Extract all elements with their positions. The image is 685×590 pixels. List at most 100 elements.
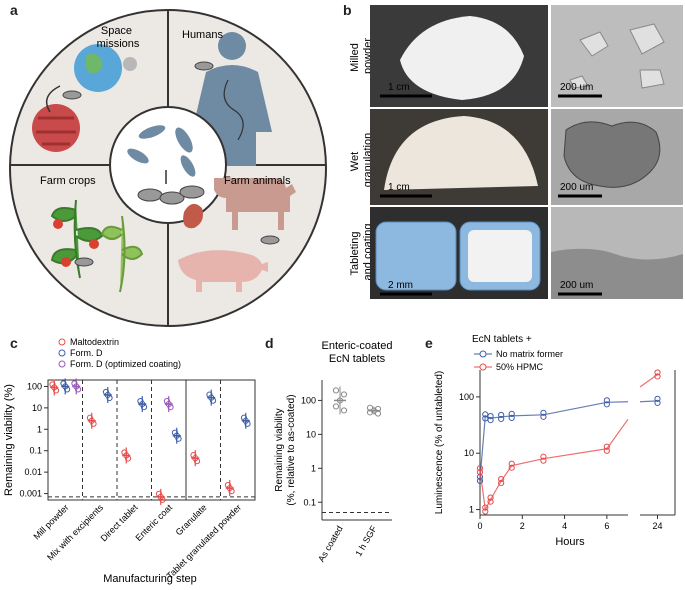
y-tick-label: 100: [459, 392, 474, 402]
bacterium-icon: [180, 155, 196, 177]
data-point: [498, 411, 505, 419]
legend-marker: [479, 350, 487, 358]
data-point: [49, 381, 56, 388]
quadrant-label-animals: Farm animals: [224, 175, 291, 187]
y-tick-label: 0.01: [24, 467, 42, 477]
data-point: [123, 452, 130, 459]
data-point: [498, 475, 505, 483]
data-point: [603, 447, 610, 454]
tablet-icon-humans: [194, 61, 214, 71]
x-axis-label: Hours: [555, 536, 585, 548]
data-point: [192, 455, 199, 462]
data-point: [654, 373, 661, 380]
data-point: [140, 403, 148, 411]
data-point: [240, 414, 248, 421]
y-tick-label: 1: [37, 424, 42, 434]
panel-letter-b: b: [343, 2, 352, 18]
y-tick-label: 100: [27, 381, 42, 391]
mars-bands-icon: [36, 116, 76, 146]
data-point: [209, 397, 217, 404]
data-point: [540, 453, 547, 460]
data-point: [654, 399, 661, 406]
row-label-wet-line1: Wet: [349, 152, 361, 171]
legend-label: Form. D: [70, 348, 103, 358]
scale-label: 1 cm: [388, 182, 410, 193]
panel-letter-e: e: [425, 335, 433, 351]
x-tick-label: 2: [520, 521, 525, 531]
data-point: [366, 409, 374, 416]
series-line: [479, 448, 607, 512]
data-point: [487, 494, 494, 501]
data-point: [155, 490, 163, 497]
quadrant-label-space-line2: missions: [97, 38, 140, 50]
x-tick-label: Granulate: [174, 502, 209, 537]
data-point: [340, 391, 348, 398]
sem-tablet-cross-section: [551, 248, 683, 299]
tablet-icon-crops: [74, 257, 94, 267]
data-point: [340, 407, 348, 414]
x-tick-label: 24: [652, 521, 662, 531]
data-point: [508, 464, 515, 471]
data-point: [88, 417, 95, 424]
granules-pile: [384, 116, 538, 190]
data-point: [139, 400, 146, 408]
data-point: [62, 383, 69, 390]
data-point: [124, 455, 132, 462]
data-point: [224, 481, 232, 489]
quadrant-label-crops: Farm crops: [40, 175, 96, 187]
data-point: [482, 504, 489, 511]
data-point: [71, 380, 78, 387]
chart-title: Enteric-coated EcN tablets: [322, 340, 393, 365]
legend-title: EcN tablets +: [472, 334, 532, 345]
arrow-icon-space: [45, 85, 61, 113]
data-point: [173, 432, 180, 439]
powder-pile: [400, 16, 524, 100]
data-point: [226, 484, 233, 492]
y-axis-label: Remaining viability (%): [3, 384, 15, 496]
data-point: [476, 469, 484, 476]
y-tick-label: 100: [301, 395, 316, 405]
legend-label: Form. D (optimized coating): [70, 359, 181, 369]
y-axis-label: Luminescence (% of untableted): [434, 371, 445, 514]
row-label-tablet-line1: Tableting: [349, 232, 361, 276]
tablet-whole: [375, 221, 457, 291]
data-point: [540, 413, 547, 420]
legend-marker: [58, 349, 66, 357]
tablet-icon-animals: [260, 235, 280, 245]
y-tick-label: 1: [469, 505, 474, 515]
data-point: [208, 394, 215, 401]
bacterium-icon: [127, 148, 149, 164]
data-point: [487, 417, 494, 424]
data-point: [370, 407, 378, 414]
data-point: [63, 386, 71, 393]
data-point: [654, 369, 661, 376]
scale-label: 1 cm: [388, 82, 410, 93]
data-point: [482, 411, 489, 418]
sem-granule: [563, 121, 661, 188]
quadrant-label-space-line1: Space: [101, 25, 132, 37]
data-point: [476, 477, 484, 484]
panel-letter-c: c: [10, 335, 18, 351]
data-point: [193, 458, 201, 465]
data-point: [540, 409, 547, 416]
tomato-icon: [89, 239, 99, 249]
data-point: [121, 449, 128, 456]
y-tick-label: 10: [32, 403, 42, 413]
scale-label: 200 um: [560, 280, 593, 291]
bacterium-icon: [175, 127, 193, 153]
data-point: [487, 498, 494, 505]
data-point: [163, 397, 171, 405]
y-axis-label: Remaining viability(%, relative to as-co…: [274, 394, 297, 505]
data-point: [190, 452, 197, 459]
chart-d: Enteric-coated EcN tablets 0.1 1 10 100 As coa…: [274, 340, 393, 564]
data-point: [374, 410, 382, 417]
data-point: [175, 435, 182, 442]
data-point: [244, 420, 251, 427]
panel-a-diagram: Space missions Humans Farm crops Farm an…: [9, 9, 327, 327]
data-point: [52, 387, 60, 394]
y-tick-label: 0.1: [303, 497, 316, 507]
x-tick-label: 0: [477, 521, 482, 531]
y-axis-label-line: (%, relative to as-coated): [286, 394, 297, 505]
y-tick-label: 10: [464, 448, 474, 458]
cow-icon: [214, 178, 296, 230]
